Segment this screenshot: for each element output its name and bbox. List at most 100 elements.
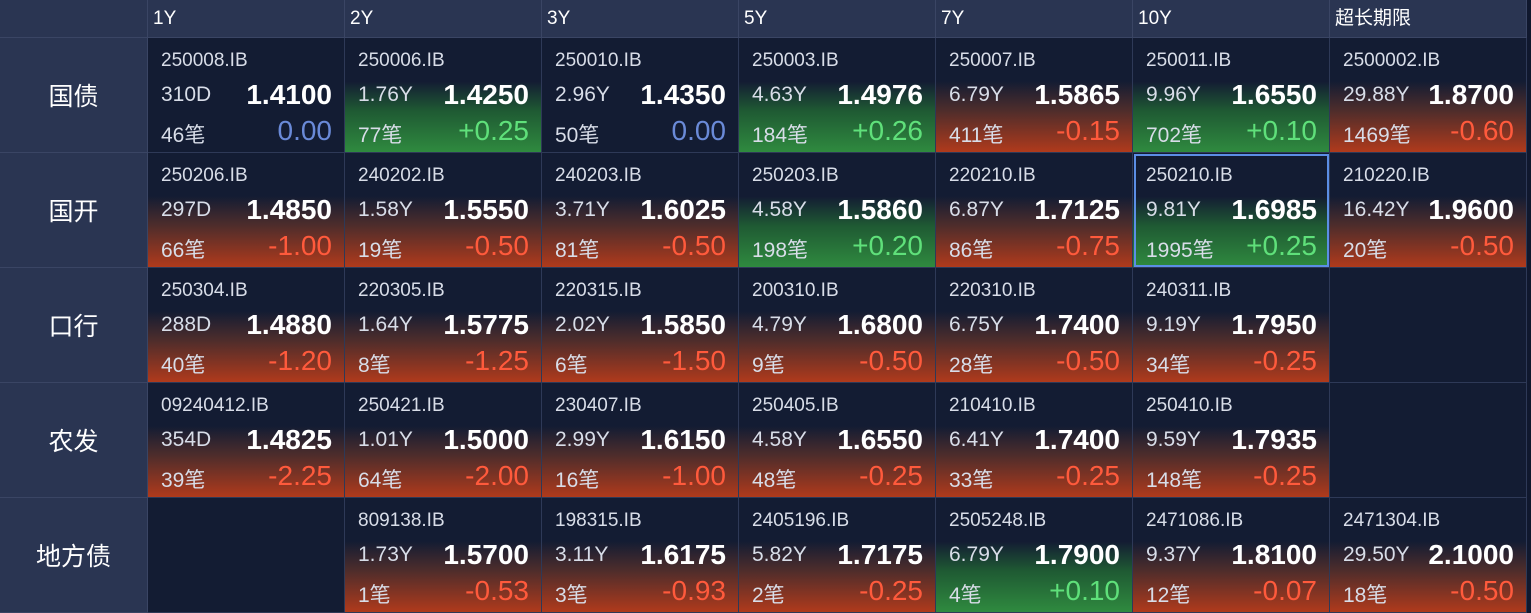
yield-change: -0.07: [1253, 575, 1317, 606]
row-header-1[interactable]: 国开: [0, 153, 148, 268]
row-header-4[interactable]: 地方债: [0, 498, 148, 613]
bond-yield: 1.7400: [1034, 309, 1120, 340]
trade-count: 702笔: [1146, 124, 1203, 147]
row-header-0[interactable]: 国债: [0, 38, 148, 153]
bond-term: 9.81Y: [1146, 198, 1201, 221]
bond-cell[interactable]: 09240412.IB 354D 1.4825 39笔 -2.25: [148, 383, 345, 498]
bond-cell[interactable]: 200310.IB 4.79Y 1.6800 9笔 -0.50: [739, 268, 936, 383]
bond-cell[interactable]: 2500002.IB 29.88Y 1.8700 1469笔 -0.60: [1330, 38, 1527, 153]
bond-cell[interactable]: 250210.IB 9.81Y 1.6985 1995笔 +0.25: [1133, 153, 1330, 268]
bond-cell[interactable]: 240311.IB 9.19Y 1.7950 34笔 -0.25: [1133, 268, 1330, 383]
bond-cell[interactable]: 250007.IB 6.79Y 1.5865 411笔 -0.15: [936, 38, 1133, 153]
bond-code: 210410.IB: [949, 395, 1036, 416]
bond-cell[interactable]: 2505248.IB 6.79Y 1.7900 4笔 +0.10: [936, 498, 1133, 613]
bond-yield: 1.4825: [246, 424, 332, 455]
bond-yield: 1.4880: [246, 309, 332, 340]
column-header-5[interactable]: 10Y: [1133, 0, 1330, 38]
yield-change: -0.50: [859, 345, 923, 376]
trade-count: 148笔: [1146, 469, 1203, 492]
bond-code: 250203.IB: [752, 165, 839, 186]
bond-yield: 1.7125: [1034, 194, 1120, 225]
bond-term: 9.19Y: [1146, 313, 1201, 336]
yield-change: -0.75: [1056, 230, 1120, 261]
bond-yield: 1.5550: [443, 194, 529, 225]
bond-cell[interactable]: 220315.IB 2.02Y 1.5850 6笔 -1.50: [542, 268, 739, 383]
yield-change: +0.25: [458, 115, 529, 146]
bond-cell[interactable]: 250421.IB 1.01Y 1.5000 64笔 -2.00: [345, 383, 542, 498]
bond-code: 198315.IB: [555, 510, 642, 531]
bond-cell[interactable]: 250304.IB 288D 1.4880 40笔 -1.20: [148, 268, 345, 383]
bond-cell[interactable]: 2405196.IB 5.82Y 1.7175 2笔 -0.25: [739, 498, 936, 613]
bond-cell[interactable]: 210220.IB 16.42Y 1.9600 20笔 -0.50: [1330, 153, 1527, 268]
bond-cell[interactable]: 250008.IB 310D 1.4100 46笔 0.00: [148, 38, 345, 153]
column-header-1[interactable]: 2Y: [345, 0, 542, 38]
bond-cell[interactable]: 250206.IB 297D 1.4850 66笔 -1.00: [148, 153, 345, 268]
bond-cell[interactable]: 250405.IB 4.58Y 1.6550 48笔 -0.25: [739, 383, 936, 498]
bond-code: 250008.IB: [161, 50, 248, 71]
trade-count: 12笔: [1146, 584, 1191, 607]
yield-change: +0.25: [1246, 230, 1317, 261]
bond-cell[interactable]: 240202.IB 1.58Y 1.5550 19笔 -0.50: [345, 153, 542, 268]
bond-cell[interactable]: 220210.IB 6.87Y 1.7125 86笔 -0.75: [936, 153, 1133, 268]
bond-yield: 1.5850: [640, 309, 726, 340]
bond-cell[interactable]: 250410.IB 9.59Y 1.7935 148笔 -0.25: [1133, 383, 1330, 498]
trade-count: 1469笔: [1343, 124, 1411, 147]
bond-yield: 1.7900: [1034, 539, 1120, 570]
trade-count: 33笔: [949, 469, 994, 492]
yield-change: -1.20: [268, 345, 332, 376]
column-header-3[interactable]: 5Y: [739, 0, 936, 38]
column-header-2[interactable]: 3Y: [542, 0, 739, 38]
bond-cell[interactable]: 250203.IB 4.58Y 1.5860 198笔 +0.20: [739, 153, 936, 268]
bond-cell[interactable]: 220305.IB 1.64Y 1.5775 8笔 -1.25: [345, 268, 542, 383]
trade-count: 64笔: [358, 469, 403, 492]
yield-change: -1.25: [465, 345, 529, 376]
bond-term: 1.58Y: [358, 198, 413, 221]
trade-count: 4笔: [949, 584, 982, 607]
trade-count: 6笔: [555, 354, 588, 377]
trade-count: 18笔: [1343, 584, 1388, 607]
bond-yield: 1.7935: [1231, 424, 1317, 455]
bond-cell[interactable]: 2471304.IB 29.50Y 2.1000 18笔 -0.50: [1330, 498, 1527, 613]
column-header-6[interactable]: 超长期限: [1330, 0, 1527, 38]
trade-count: 77笔: [358, 124, 403, 147]
bond-cell[interactable]: 250006.IB 1.76Y 1.4250 77笔 +0.25: [345, 38, 542, 153]
yield-change: -0.50: [1450, 575, 1514, 606]
trade-count: 8笔: [358, 354, 391, 377]
column-header-4[interactable]: 7Y: [936, 0, 1133, 38]
trade-count: 1995笔: [1146, 239, 1214, 262]
bond-term: 2.02Y: [555, 313, 610, 336]
yield-change: -0.50: [662, 230, 726, 261]
bond-code: 250210.IB: [1146, 165, 1233, 186]
bond-code: 200310.IB: [752, 280, 839, 301]
bond-yield: 1.6985: [1231, 194, 1317, 225]
bond-yield: 2.1000: [1428, 539, 1514, 570]
bond-term: 6.87Y: [949, 198, 1004, 221]
yield-change: 0.00: [277, 115, 333, 146]
bond-term: 29.50Y: [1343, 543, 1410, 566]
bond-cell[interactable]: 250011.IB 9.96Y 1.6550 702笔 +0.10: [1133, 38, 1330, 153]
bond-cell[interactable]: 250010.IB 2.96Y 1.4350 50笔 0.00: [542, 38, 739, 153]
bond-cell[interactable]: 220310.IB 6.75Y 1.7400 28笔 -0.50: [936, 268, 1133, 383]
yield-change: +0.10: [1049, 575, 1120, 606]
row-header-3[interactable]: 农发: [0, 383, 148, 498]
trade-count: 40笔: [161, 354, 206, 377]
bond-cell[interactable]: 250003.IB 4.63Y 1.4976 184笔 +0.26: [739, 38, 936, 153]
bond-yield: 1.6800: [837, 309, 923, 340]
bond-cell[interactable]: 2471086.IB 9.37Y 1.8100 12笔 -0.07: [1133, 498, 1330, 613]
bond-cell[interactable]: 198315.IB 3.11Y 1.6175 3笔 -0.93: [542, 498, 739, 613]
bond-cell[interactable]: 240203.IB 3.71Y 1.6025 81笔 -0.50: [542, 153, 739, 268]
bond-cell[interactable]: 210410.IB 6.41Y 1.7400 33笔 -0.25: [936, 383, 1133, 498]
yield-change: -1.00: [268, 230, 332, 261]
yield-change: +0.10: [1246, 115, 1317, 146]
bond-cell[interactable]: 809138.IB 1.73Y 1.5700 1笔 -0.53: [345, 498, 542, 613]
column-header-0[interactable]: 1Y: [148, 0, 345, 38]
bond-term: 4.79Y: [752, 313, 807, 336]
bond-code: 250007.IB: [949, 50, 1036, 71]
row-header-2[interactable]: 口行: [0, 268, 148, 383]
bond-term: 1.01Y: [358, 428, 413, 451]
bond-yield: 1.4850: [246, 194, 332, 225]
bond-code: 2405196.IB: [752, 510, 850, 531]
yield-change: -0.53: [465, 575, 529, 606]
bond-code: 230407.IB: [555, 395, 642, 416]
bond-cell[interactable]: 230407.IB 2.99Y 1.6150 16笔 -1.00: [542, 383, 739, 498]
